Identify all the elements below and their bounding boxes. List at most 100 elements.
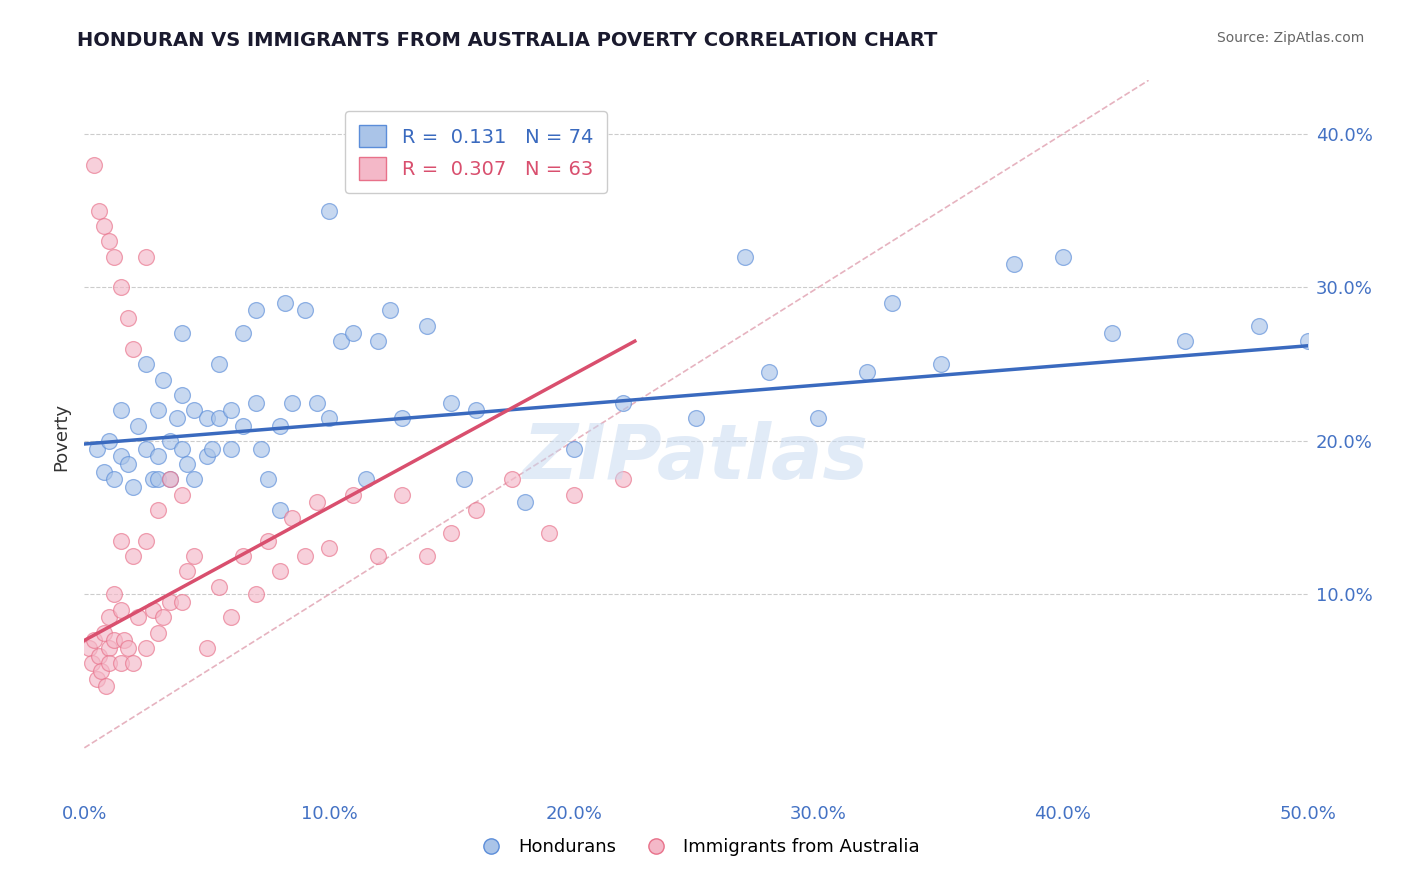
Point xyxy=(142,472,165,486)
Point xyxy=(110,450,132,464)
Point xyxy=(122,549,145,563)
Point xyxy=(97,235,120,249)
Point xyxy=(416,549,439,563)
Point xyxy=(318,203,340,218)
Point xyxy=(103,472,125,486)
Point xyxy=(219,403,242,417)
Point xyxy=(159,472,181,486)
Point xyxy=(112,633,135,648)
Point xyxy=(245,303,267,318)
Point xyxy=(176,457,198,471)
Point xyxy=(281,395,304,409)
Point xyxy=(440,395,463,409)
Point xyxy=(281,510,304,524)
Legend: Hondurans, Immigrants from Australia: Hondurans, Immigrants from Australia xyxy=(465,831,927,863)
Point xyxy=(513,173,536,187)
Point xyxy=(734,250,756,264)
Point xyxy=(87,648,110,663)
Point xyxy=(330,334,353,348)
Text: ZIPatlas: ZIPatlas xyxy=(523,422,869,495)
Point xyxy=(110,603,132,617)
Point xyxy=(93,219,115,233)
Point xyxy=(135,250,157,264)
Point xyxy=(342,326,364,341)
Point xyxy=(122,657,145,671)
Point xyxy=(807,410,830,425)
Point xyxy=(318,410,340,425)
Point xyxy=(758,365,780,379)
Point xyxy=(97,641,120,656)
Point xyxy=(294,549,316,563)
Point xyxy=(172,388,194,402)
Point xyxy=(856,365,879,379)
Point xyxy=(513,495,536,509)
Point xyxy=(122,342,145,356)
Point xyxy=(159,595,181,609)
Point xyxy=(1247,318,1270,333)
Y-axis label: Poverty: Poverty xyxy=(52,403,70,471)
Point xyxy=(245,587,267,601)
Point xyxy=(146,472,169,486)
Point xyxy=(80,657,103,671)
Point xyxy=(97,610,120,624)
Point xyxy=(159,472,181,486)
Point xyxy=(342,488,364,502)
Point xyxy=(172,488,194,502)
Point xyxy=(612,395,634,409)
Point xyxy=(135,641,157,656)
Point xyxy=(183,472,205,486)
Point xyxy=(93,625,115,640)
Point xyxy=(232,418,254,433)
Point xyxy=(127,418,149,433)
Point xyxy=(103,633,125,648)
Point xyxy=(464,403,486,417)
Point xyxy=(232,326,254,341)
Point xyxy=(502,472,524,486)
Point xyxy=(464,503,486,517)
Point xyxy=(318,541,340,556)
Point xyxy=(135,357,157,371)
Point xyxy=(440,526,463,541)
Point xyxy=(367,549,389,563)
Point xyxy=(176,565,198,579)
Point xyxy=(166,410,188,425)
Point xyxy=(391,410,413,425)
Point xyxy=(110,280,132,294)
Point xyxy=(96,680,118,694)
Point xyxy=(103,250,125,264)
Point xyxy=(172,326,194,341)
Point xyxy=(183,549,205,563)
Point xyxy=(146,503,169,517)
Point xyxy=(195,410,218,425)
Point xyxy=(110,533,132,548)
Point xyxy=(208,410,231,425)
Point xyxy=(305,495,328,509)
Point xyxy=(110,403,132,417)
Point xyxy=(1101,326,1123,341)
Point xyxy=(232,549,254,563)
Point xyxy=(83,158,105,172)
Point xyxy=(135,533,157,548)
Point xyxy=(97,434,120,448)
Point xyxy=(562,158,585,172)
Point xyxy=(172,595,194,609)
Point xyxy=(110,657,132,671)
Point xyxy=(269,565,291,579)
Point xyxy=(83,633,105,648)
Point xyxy=(1002,257,1025,271)
Point xyxy=(208,580,231,594)
Point xyxy=(172,442,194,456)
Point xyxy=(219,442,242,456)
Point xyxy=(117,457,139,471)
Point xyxy=(612,472,634,486)
Point xyxy=(146,625,169,640)
Point xyxy=(117,641,139,656)
Point xyxy=(117,311,139,326)
Point xyxy=(1052,250,1074,264)
Point xyxy=(87,203,110,218)
Point xyxy=(135,442,157,456)
Point xyxy=(122,480,145,494)
Point xyxy=(219,610,242,624)
Point xyxy=(93,465,115,479)
Point xyxy=(195,450,218,464)
